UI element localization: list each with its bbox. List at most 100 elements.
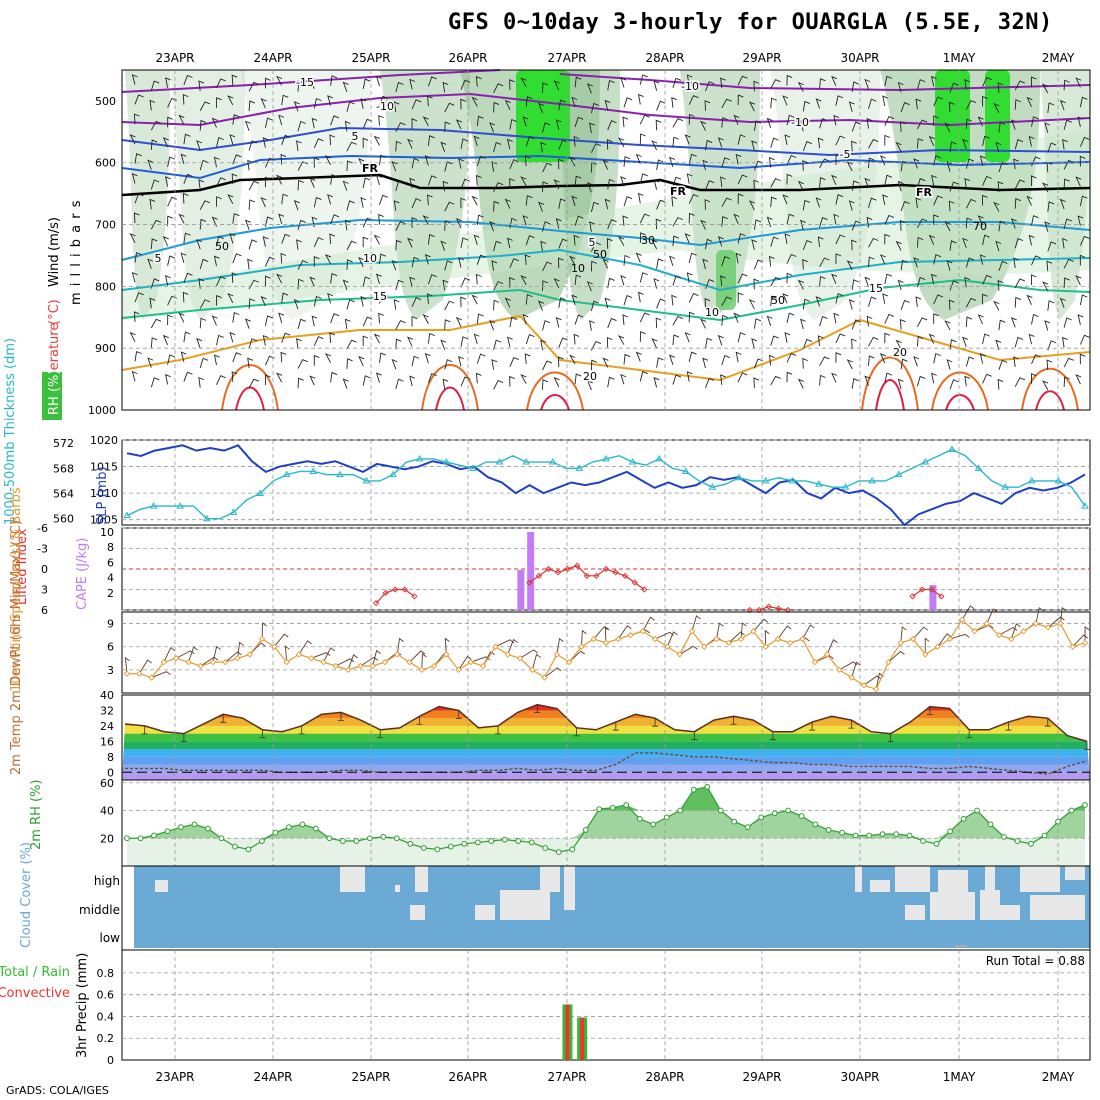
thickness-point xyxy=(948,445,956,452)
wind-barb xyxy=(995,141,1002,153)
wind-barb xyxy=(737,372,748,383)
wind-barb xyxy=(802,239,813,251)
wind-barb xyxy=(542,181,549,192)
wind-barb xyxy=(1042,182,1049,193)
wind-barb xyxy=(705,278,715,290)
wind-barb xyxy=(831,75,838,87)
rh-point xyxy=(569,846,576,853)
date-label-bottom: 1MAY xyxy=(943,1070,976,1084)
wind-barb xyxy=(391,161,398,172)
wind-barb xyxy=(782,293,789,304)
wind-barb xyxy=(409,276,416,288)
wind-barb xyxy=(150,377,160,388)
thickness-point xyxy=(681,467,690,474)
wind-barb xyxy=(814,655,834,663)
thickness-point xyxy=(815,480,823,487)
wind-barb xyxy=(882,293,888,304)
wind-barb xyxy=(1063,277,1070,289)
wind-barb xyxy=(329,134,336,146)
wind-barb xyxy=(199,317,207,329)
wind-barb xyxy=(1079,334,1090,345)
wind-barb xyxy=(900,200,910,212)
wind-barb xyxy=(571,294,578,305)
wind-barb xyxy=(655,317,662,329)
contour-label: 5 xyxy=(352,130,359,143)
wind-barb xyxy=(216,97,222,108)
wind-barb xyxy=(590,242,601,252)
wind-barb xyxy=(1030,76,1037,88)
wind-barb xyxy=(833,213,840,225)
temperature-contour xyxy=(121,154,1091,180)
wind-barb xyxy=(227,194,234,205)
rh-point xyxy=(974,807,980,814)
wind-speed-point xyxy=(762,643,769,650)
wind-barb xyxy=(520,374,527,384)
wind-barb xyxy=(717,335,724,346)
wind-barb xyxy=(653,179,660,190)
wind-barb xyxy=(993,300,1000,311)
temp-band xyxy=(122,764,1090,773)
thickness-point xyxy=(495,458,504,465)
rh-point xyxy=(1068,807,1075,814)
wind-barb xyxy=(296,239,302,250)
wind-barb xyxy=(379,154,386,166)
wind-barb xyxy=(949,633,970,640)
wind-barb xyxy=(846,359,853,370)
cloud-gap xyxy=(395,885,400,892)
temp-minmax-bar xyxy=(691,731,698,741)
temp-band xyxy=(122,725,1090,734)
wind-speed-point xyxy=(787,639,794,646)
lifted-index-point xyxy=(401,586,408,593)
rh-point xyxy=(677,807,684,814)
wind-barb xyxy=(124,656,130,674)
wind-barb xyxy=(395,180,404,192)
wind-barb xyxy=(607,277,615,289)
wind-barb xyxy=(293,101,300,112)
wind-barb xyxy=(797,378,804,389)
wind-barb xyxy=(782,95,789,106)
wind-barb xyxy=(553,377,560,388)
thickness-point xyxy=(469,464,477,471)
wind-barb xyxy=(1075,275,1082,286)
rh-point xyxy=(245,846,252,853)
lifted-index-point xyxy=(641,586,648,593)
wind-barb xyxy=(702,357,709,369)
wind-barb xyxy=(360,197,367,208)
wind-barb xyxy=(866,117,873,129)
wind-barb xyxy=(835,135,846,146)
wind-barb xyxy=(913,158,920,169)
cloud-gap xyxy=(410,905,425,920)
temp-band xyxy=(122,704,1090,711)
wind-barb xyxy=(297,80,304,92)
wind-barb xyxy=(167,354,175,365)
wind-barb xyxy=(770,79,781,89)
wind-barb xyxy=(264,117,273,129)
wind-barb xyxy=(540,141,547,153)
wind-speed-point xyxy=(1045,624,1052,631)
wind-barb xyxy=(933,195,943,206)
wind-barb xyxy=(770,196,777,208)
wind-barb xyxy=(327,95,333,106)
cape-tick: 10 xyxy=(100,526,114,539)
rh-point xyxy=(690,786,697,793)
wind-barb xyxy=(590,300,600,312)
wind-barb xyxy=(199,218,207,230)
wind-barb xyxy=(997,82,1004,93)
wind-barb xyxy=(196,238,203,250)
wind-barb xyxy=(623,156,631,167)
wind-speed-point xyxy=(823,651,831,658)
wind-barb xyxy=(998,161,1008,173)
contour-label: -5 xyxy=(840,148,851,161)
temp-minmax-bar xyxy=(141,725,148,735)
temp-band xyxy=(122,756,1090,765)
wind-barb xyxy=(147,159,154,170)
wind-barb xyxy=(826,639,838,655)
wind-barb xyxy=(802,357,808,369)
wind-barb xyxy=(555,317,562,328)
wind-barb xyxy=(669,156,675,168)
thickness-ylabel: 1000-500mb Thickness (dm) xyxy=(3,338,18,525)
wind-barb xyxy=(620,77,627,88)
wind-barb xyxy=(979,353,986,364)
wind-barb xyxy=(1030,175,1037,186)
wind-barb xyxy=(558,238,568,249)
